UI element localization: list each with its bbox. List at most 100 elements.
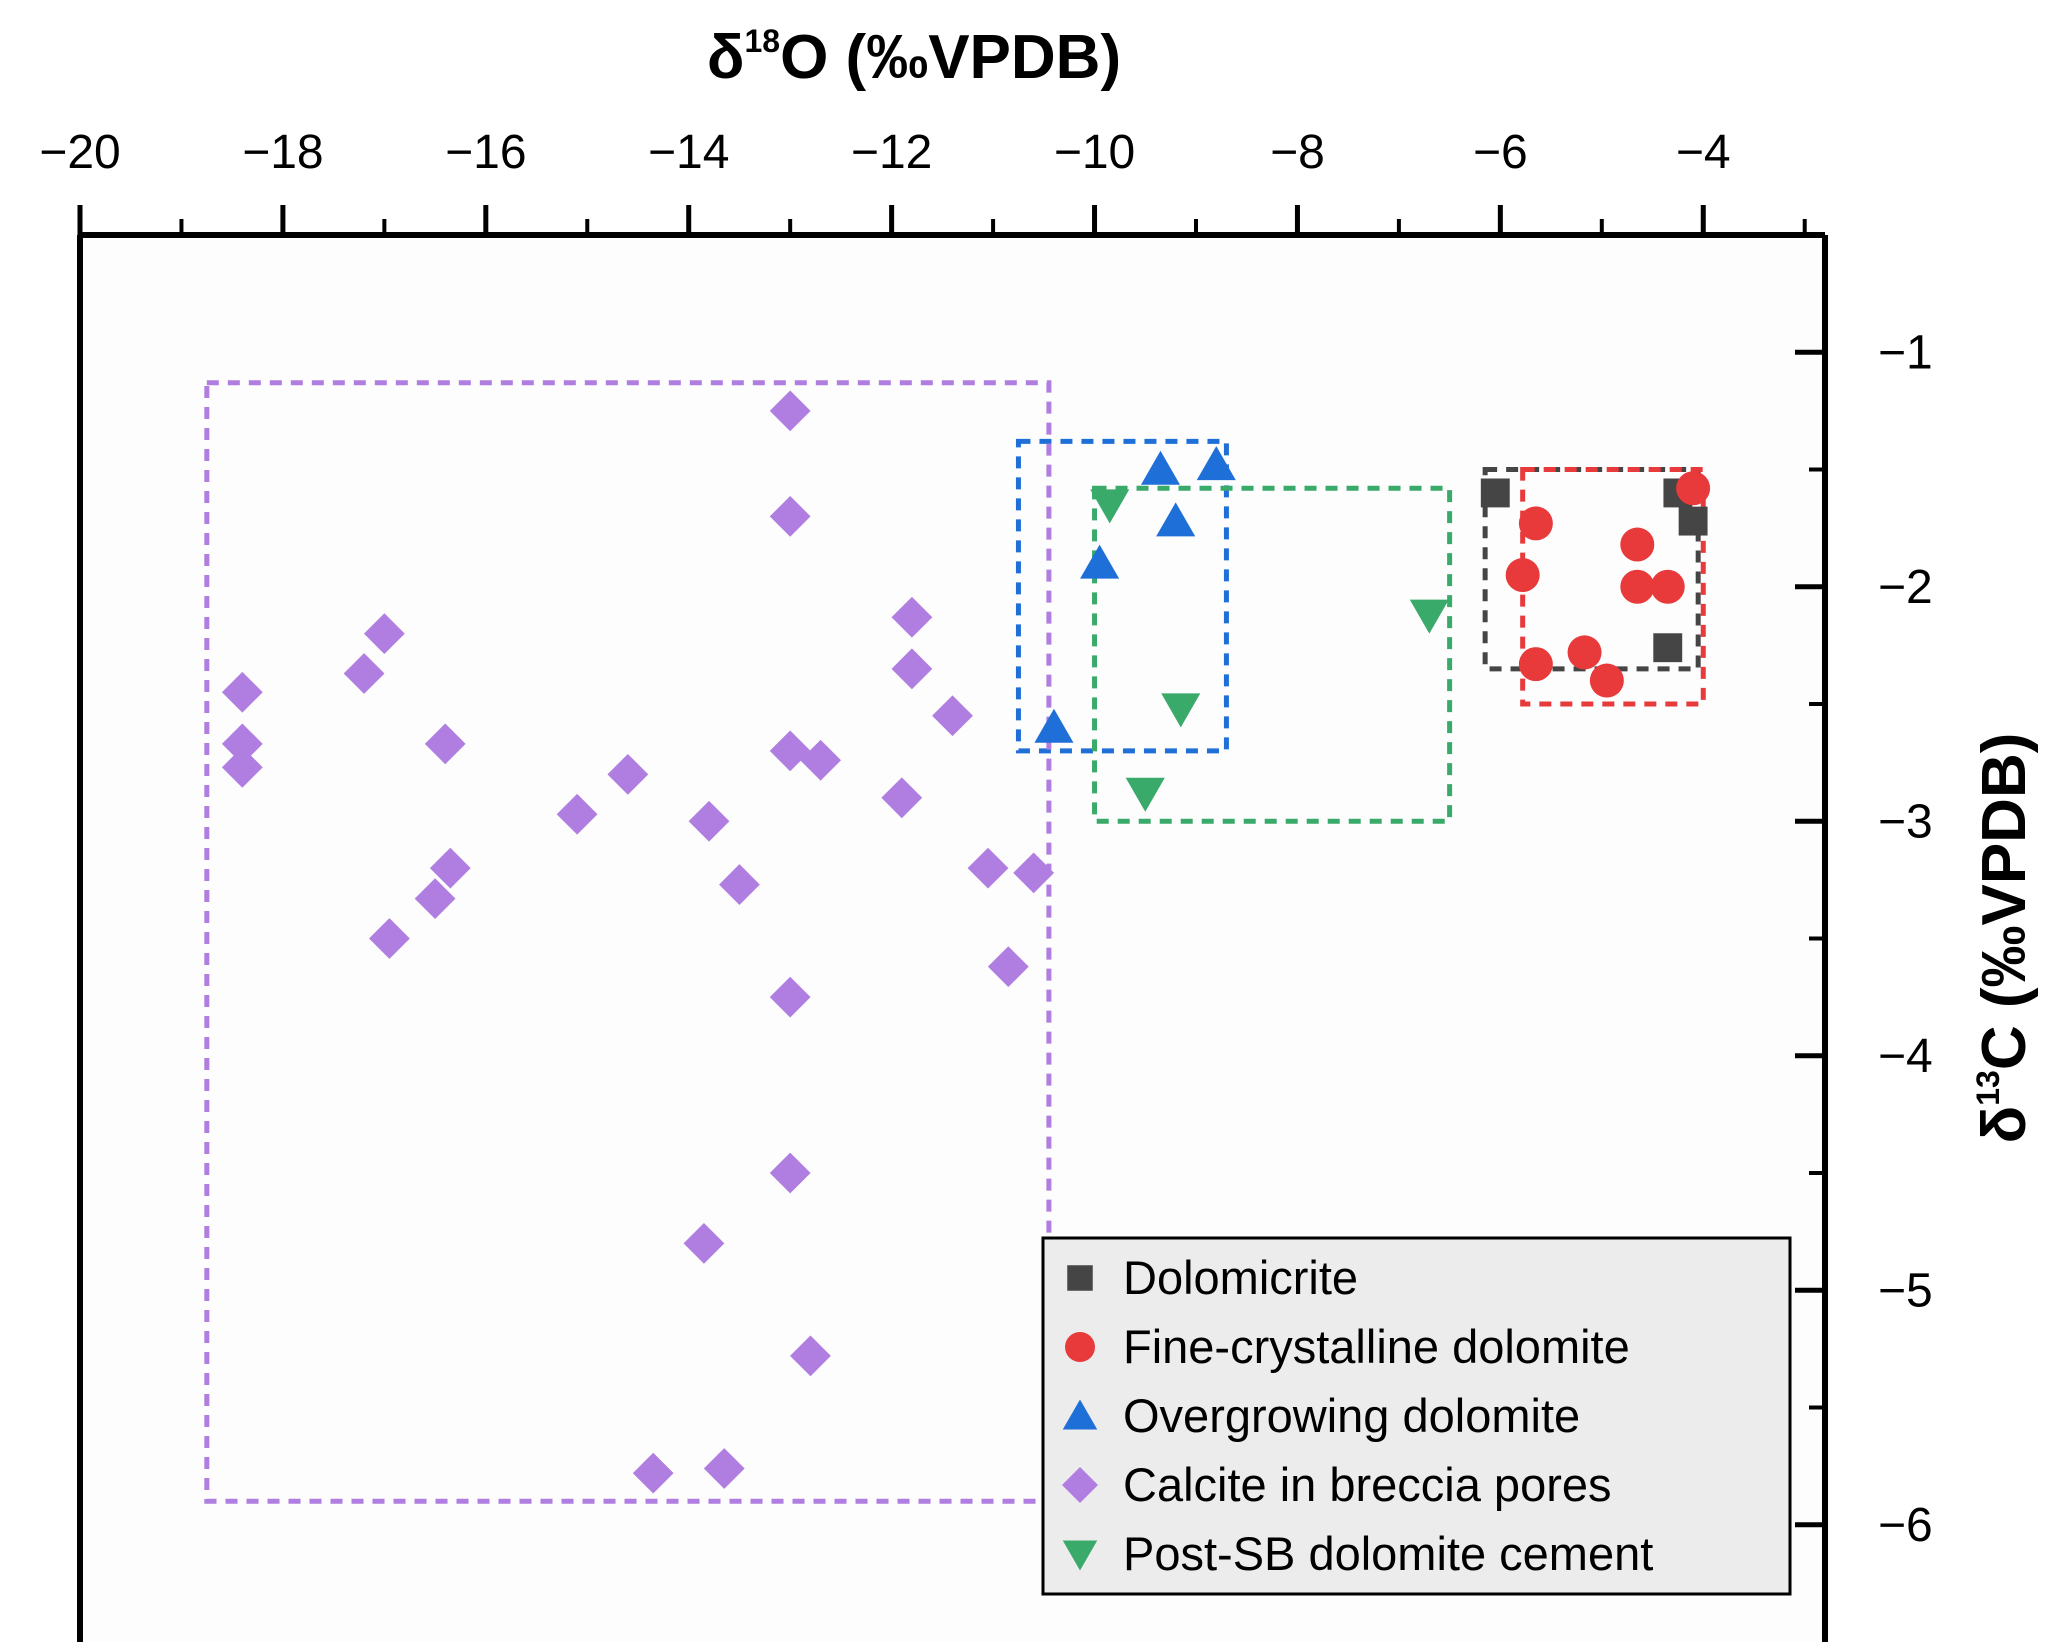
data-point-post-sb-dolomite-cement <box>1090 489 1130 524</box>
legend-marker-dolomicrite <box>1067 1265 1093 1291</box>
data-point-post-sb-dolomite-cement <box>1409 599 1449 634</box>
legend-item-calcite-in-breccia-pores: Calcite in breccia pores <box>1062 1458 1612 1511</box>
legend-item-fine-crystalline-dolomite: Fine-crystalline dolomite <box>1065 1320 1630 1373</box>
legend-marker-post-sb-dolomite-cement <box>1062 1540 1098 1571</box>
data-point-fine-crystalline-dolomite <box>1620 569 1655 604</box>
group-envelopes <box>204 380 1706 1504</box>
y-tick-label: −4 <box>1878 1030 1933 1083</box>
data-point-calcite-in-breccia-pores <box>703 1448 745 1489</box>
data-point-fine-crystalline-dolomite <box>1676 471 1711 506</box>
legend-label: Calcite in breccia pores <box>1123 1458 1612 1511</box>
data-point-calcite-in-breccia-pores <box>1013 852 1055 894</box>
data-point-calcite-in-breccia-pores <box>688 800 730 842</box>
x-axis-title-prefix: δ <box>707 23 745 92</box>
series-overgrowing-dolomite <box>1034 446 1236 743</box>
data-point-overgrowing-dolomite <box>1156 502 1196 537</box>
series-post-sb-dolomite-cement <box>1090 489 1449 812</box>
data-point-calcite-in-breccia-pores <box>632 1452 674 1494</box>
x-axis-title-suffix: O (‰VPDB) <box>780 23 1121 92</box>
y-axis-title-suffix: C (‰VPDB) <box>1970 733 2039 1071</box>
data-point-calcite-in-breccia-pores <box>987 946 1029 988</box>
x-tick-label: −4 <box>1676 126 1731 179</box>
data-point-fine-crystalline-dolomite <box>1589 663 1624 698</box>
data-point-fine-crystalline-dolomite <box>1567 635 1602 670</box>
y-axis-title: δ13C (‰VPDB) <box>1970 733 2039 1144</box>
x-axis-ticks: −20 −18 −16 −14 −12 −10 −8 −6 −4 <box>39 126 1807 235</box>
legend-label: Fine-crystalline dolomite <box>1123 1320 1630 1373</box>
y-axis-title-prefix: δ <box>1970 1106 2039 1144</box>
legend-items: Dolomicrite Fine-crystalline dolomite Over… <box>1062 1251 1653 1580</box>
data-point-calcite-in-breccia-pores <box>221 723 263 765</box>
data-point-calcite-in-breccia-pores <box>719 864 760 905</box>
legend: Dolomicrite Fine-crystalline dolomite Over… <box>1041 1236 1792 1596</box>
data-point-calcite-in-breccia-pores <box>424 723 466 765</box>
data-point-calcite-in-breccia-pores <box>891 648 933 690</box>
data-point-calcite-in-breccia-pores <box>429 847 471 889</box>
legend-marker-fine-crystalline-dolomite <box>1065 1332 1095 1362</box>
envelope-post-sb-dolomite-cement <box>1092 485 1453 824</box>
y-axis-title-superscript: 13 <box>1970 1070 2006 1106</box>
y-tick-label: −5 <box>1878 1264 1933 1317</box>
series-fine-crystalline-dolomite <box>1505 471 1711 698</box>
data-point-calcite-in-breccia-pores <box>769 1152 811 1194</box>
data-point-calcite-in-breccia-pores <box>369 918 410 959</box>
data-point-dolomicrite <box>1480 478 1510 508</box>
data-point-dolomicrite <box>1653 633 1683 663</box>
data-point-overgrowing-dolomite <box>1196 446 1236 481</box>
data-point-calcite-in-breccia-pores <box>556 793 598 835</box>
data-point-calcite-in-breccia-pores <box>891 596 933 638</box>
x-axis-title-superscript: 18 <box>745 23 781 59</box>
x-tick-label: −20 <box>39 126 120 179</box>
y-tick-label: −3 <box>1878 795 1933 848</box>
envelope-overgrowing-dolomite <box>1015 438 1229 754</box>
legend-label: Post-SB dolomite cement <box>1123 1527 1653 1580</box>
legend-item-post-sb-dolomite-cement: Post-SB dolomite cement <box>1062 1527 1653 1580</box>
legend-marker-calcite-in-breccia-pores <box>1062 1467 1098 1503</box>
data-point-fine-crystalline-dolomite <box>1505 558 1540 593</box>
data-point-overgrowing-dolomite <box>1034 708 1074 743</box>
data-point-calcite-in-breccia-pores <box>607 753 649 795</box>
x-tick-label: −12 <box>851 126 932 179</box>
data-point-post-sb-dolomite-cement <box>1125 777 1165 812</box>
legend-label: Dolomicrite <box>1123 1251 1358 1304</box>
x-tick-label: −18 <box>242 126 323 179</box>
data-point-overgrowing-dolomite <box>1080 544 1120 579</box>
data-point-overgrowing-dolomite <box>1140 450 1181 485</box>
y-tick-label: −1 <box>1878 326 1933 379</box>
x-tick-label: −6 <box>1473 126 1528 179</box>
data-point-calcite-in-breccia-pores <box>769 730 811 772</box>
data-point-fine-crystalline-dolomite <box>1620 527 1655 562</box>
data-point-calcite-in-breccia-pores <box>800 739 842 781</box>
series-calcite-in-breccia-pores <box>221 390 1055 1494</box>
data-point-fine-crystalline-dolomite <box>1518 506 1553 541</box>
data-point-calcite-in-breccia-pores <box>769 496 811 537</box>
legend-marker-overgrowing-dolomite <box>1062 1399 1098 1430</box>
data-point-calcite-in-breccia-pores <box>790 1335 831 1377</box>
data-point-calcite-in-breccia-pores <box>932 695 973 737</box>
data-point-post-sb-dolomite-cement <box>1161 693 1201 728</box>
envelope-calcite-in-breccia-pores <box>204 380 1052 1504</box>
x-tick-label: −8 <box>1270 126 1325 179</box>
data-point-calcite-in-breccia-pores <box>967 847 1009 889</box>
x-tick-label: −14 <box>648 126 729 179</box>
data-point-calcite-in-breccia-pores <box>221 746 263 788</box>
data-point-calcite-in-breccia-pores <box>769 976 811 1018</box>
data-point-fine-crystalline-dolomite <box>1518 647 1553 682</box>
y-tick-label: −6 <box>1878 1499 1933 1552</box>
data-point-calcite-in-breccia-pores <box>683 1222 725 1264</box>
data-point-calcite-in-breccia-pores <box>881 777 923 819</box>
legend-label: Overgrowing dolomite <box>1123 1389 1580 1442</box>
data-point-calcite-in-breccia-pores <box>343 653 385 694</box>
data-point-calcite-in-breccia-pores <box>769 390 811 432</box>
data-point-calcite-in-breccia-pores <box>414 878 456 920</box>
y-axis-ticks: −1 −2 −3 −4 −5 −6 <box>1795 326 1933 1552</box>
y-tick-label: −2 <box>1878 561 1933 614</box>
envelope-fine-crystalline-dolomite <box>1520 467 1706 707</box>
x-axis-title: δ18O (‰VPDB) <box>707 23 1121 92</box>
data-point-calcite-in-breccia-pores <box>221 671 263 713</box>
legend-item-overgrowing-dolomite: Overgrowing dolomite <box>1062 1389 1580 1442</box>
data-point-calcite-in-breccia-pores <box>363 613 405 655</box>
data-point-fine-crystalline-dolomite <box>1650 569 1685 604</box>
